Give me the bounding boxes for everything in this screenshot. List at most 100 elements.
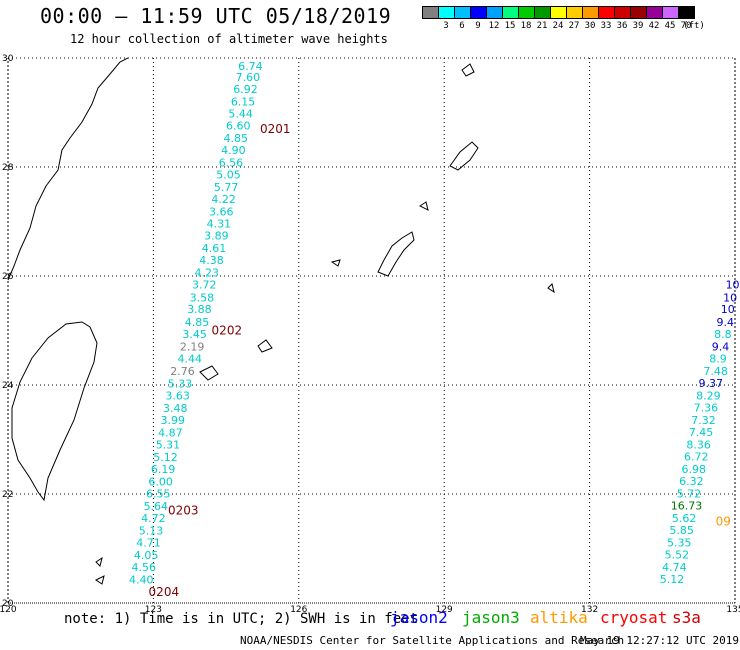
wave-height-value: 8.36 <box>686 438 711 451</box>
wave-height-value: 4.85 <box>224 132 249 145</box>
wave-height-value: 6.74 <box>238 60 263 73</box>
wave-height-value: 10 <box>726 279 740 292</box>
wave-height-value: 5.35 <box>667 537 692 550</box>
wave-height-value: 4.72 <box>141 512 166 525</box>
legend-labels: 3 6 9 12 15 18 21 24 27 30 33 36 39 42 45 70 (ft) <box>422 21 705 33</box>
legend-tick-label: 18 <box>520 21 532 31</box>
longitude-tick-label: 132 <box>581 605 598 615</box>
legend-tick-label: 15 <box>504 21 516 31</box>
amami-island <box>449 141 479 171</box>
legend-tick-label: 24 <box>552 21 564 31</box>
small-island <box>547 283 555 294</box>
latitude-tick-label: 20 <box>2 599 14 609</box>
wave-height-value: 5.05 <box>216 169 241 182</box>
legend-tick-label: 3 <box>443 21 449 31</box>
map-grid: 120 123 126 129 132 135 30 28 26 24 22 20 <box>0 54 740 615</box>
legend-tick-label: 21 <box>536 21 548 31</box>
wave-height-value: 6.00 <box>148 475 173 488</box>
wave-height-value: 4.22 <box>211 193 236 206</box>
wave-height-value: 4.90 <box>221 144 246 157</box>
small-island <box>95 556 103 567</box>
wave-height-value: 7.36 <box>694 401 719 414</box>
latitude-tick-label: 28 <box>2 163 14 173</box>
wave-height-value: 3.89 <box>204 230 229 243</box>
color-legend: 3 6 9 12 15 18 21 24 27 30 33 36 39 42 45 70 (ft) <box>422 6 705 33</box>
wave-height-value: 4.71 <box>136 537 161 550</box>
legend-swatch <box>678 6 695 19</box>
wave-height-value: 3.48 <box>163 402 188 415</box>
wave-height-value: 2.76 <box>170 365 195 378</box>
legend-tick-label: 30 <box>584 21 596 31</box>
satellite-jason3: jason3 <box>462 608 520 627</box>
pass-id-label: 0203 <box>168 503 199 517</box>
wave-height-value: 6.32 <box>679 475 704 488</box>
wave-height-value: 4.85 <box>185 316 210 329</box>
wave-height-value: 6.72 <box>684 450 709 463</box>
legend-tick-label: 70 <box>680 21 692 31</box>
wave-height-value: 6.60 <box>226 120 251 133</box>
footer-note: note: 1) Time is in UTC; 2) SWH is in fe… <box>64 611 419 627</box>
pass-id-label: 0204 <box>149 585 180 599</box>
legend-tick-label: 9 <box>475 21 481 31</box>
wave-height-value: 6.98 <box>682 463 707 476</box>
wave-height-value: 10 <box>723 291 737 304</box>
wave-height-value: 5.12 <box>153 451 178 464</box>
wave-height-value: 3.58 <box>190 291 215 304</box>
wave-height-value: 5.52 <box>665 548 690 561</box>
satellite-cryosat: cryosat <box>600 608 668 627</box>
wave-height-value: 10 <box>721 303 735 316</box>
latitude-tick-label: 26 <box>2 272 14 282</box>
wave-height-value: 4.05 <box>134 549 159 562</box>
taiwan-coastline <box>11 321 98 502</box>
legend-tick-label: 12 <box>488 21 500 31</box>
pass-id-label: 0201 <box>260 122 291 136</box>
wave-height-value: 7.32 <box>691 414 716 427</box>
wave-height-value: 8.9 <box>709 352 727 365</box>
altimeter-track-east: 1010109.48.89.48.97.489.378.297.367.327.… <box>660 279 740 586</box>
legend-tick-label: 45 <box>664 21 676 31</box>
china-coastline <box>7 57 129 281</box>
wave-height-value: 4.56 <box>131 561 156 574</box>
satellite-altika: altika <box>530 608 588 627</box>
legend-tick-label: 36 <box>616 21 628 31</box>
pass-id-label: 0202 <box>212 324 243 338</box>
wave-height-value: 3.45 <box>182 328 207 341</box>
wave-height-value: 3.63 <box>165 389 190 402</box>
wave-height-value: 3.99 <box>161 414 186 427</box>
satellite-s3a: s3a <box>672 608 701 627</box>
wave-height-value: 4.31 <box>207 218 232 231</box>
longitude-tick-label: 123 <box>145 605 162 615</box>
wave-height-value: 5.64 <box>144 500 169 513</box>
wave-height-value: 3.88 <box>187 303 212 316</box>
wave-height-value: 4.23 <box>194 267 219 280</box>
wave-height-value: 2.19 <box>180 340 205 353</box>
wave-height-value: 4.40 <box>129 574 154 587</box>
longitude-tick-label: 129 <box>436 605 453 615</box>
legend-unit: (ft) <box>683 21 705 31</box>
coastlines <box>7 57 555 585</box>
wave-height-value: 4.38 <box>199 254 224 267</box>
legend-tick-label: 27 <box>568 21 580 31</box>
latitude-tick-label: 22 <box>2 490 13 500</box>
okinawa-island <box>377 231 415 277</box>
yakushima-island <box>461 63 475 77</box>
wave-height-value: 8.8 <box>714 328 732 341</box>
small-island <box>330 259 341 267</box>
wave-height-value: 5.13 <box>139 525 164 538</box>
legend-tick-label: 6 <box>459 21 465 31</box>
wave-height-value: 4.87 <box>158 426 183 439</box>
small-island <box>419 201 429 211</box>
yaeyama-island <box>199 365 219 381</box>
latitude-tick-label: 30 <box>2 54 14 64</box>
pass-id-label: 09 <box>716 514 731 528</box>
wave-height-value: 6.55 <box>146 487 171 500</box>
wave-height-value: 16.73 <box>671 499 703 512</box>
legend-tick-label: 42 <box>648 21 660 31</box>
generation-timestamp: May 19 12:27:12 UTC 2019 <box>580 634 739 647</box>
longitude-tick-label: 135 <box>726 605 740 615</box>
wave-height-value: 3.66 <box>209 206 234 219</box>
wave-height-value: 5.44 <box>228 108 253 121</box>
wave-height-value: 8.29 <box>696 389 721 402</box>
